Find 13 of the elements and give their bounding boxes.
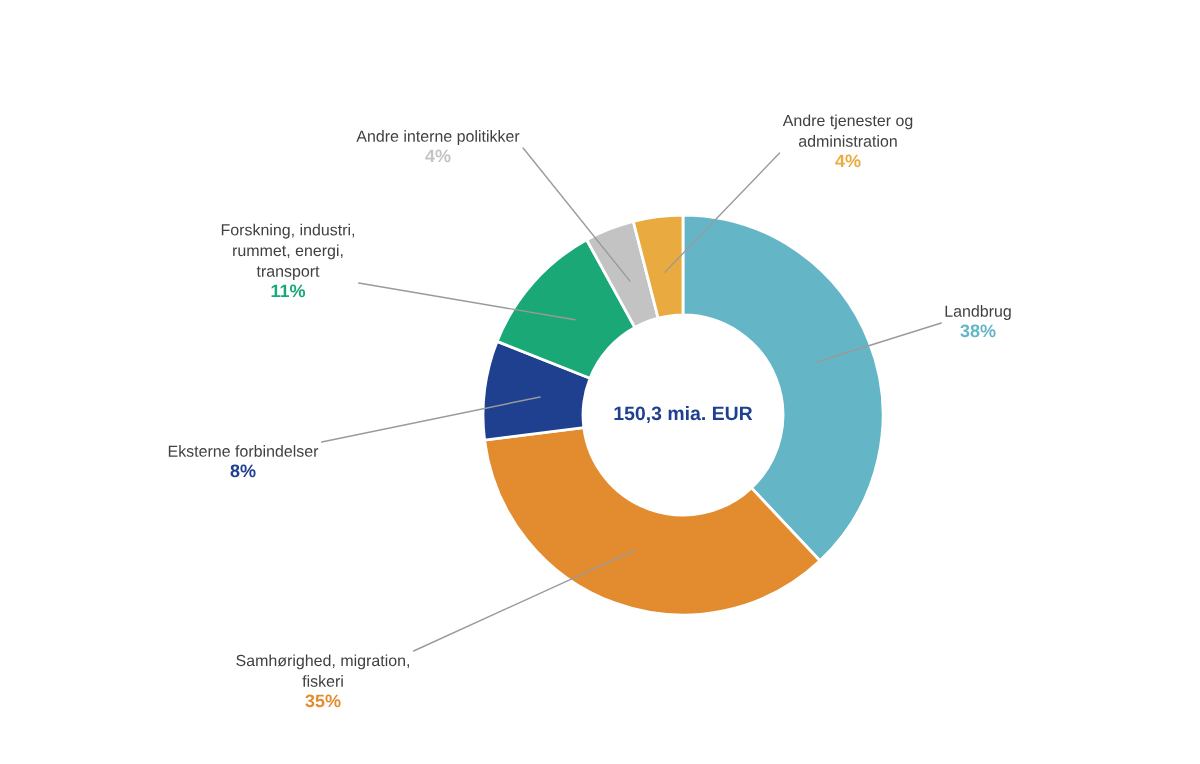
data-label: 8% bbox=[230, 464, 256, 478]
slice-label: Andre interne politikker bbox=[356, 130, 520, 145]
slice-label: Samhørighed, migration, fiskeri bbox=[236, 654, 410, 687]
slice-label: Forskning, industri, rummet, energi, transport bbox=[221, 223, 355, 280]
data-label: 11% bbox=[271, 284, 306, 298]
data-label: 35% bbox=[305, 694, 341, 708]
text: 150,3 mia. EUR bbox=[614, 405, 753, 424]
data-label: 4% bbox=[425, 149, 451, 163]
data-label: 38% bbox=[960, 324, 996, 338]
slice-label: Eksterne forbindelser bbox=[168, 445, 319, 457]
data-label: 4% bbox=[835, 154, 861, 168]
slice-label: Andre tjenester og administration bbox=[782, 114, 913, 147]
slice-label: Landbrug bbox=[945, 305, 1011, 320]
